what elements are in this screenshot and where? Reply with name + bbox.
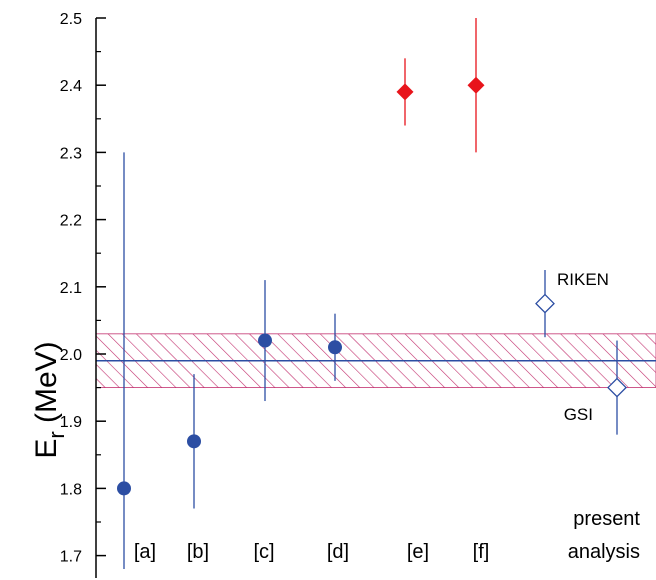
y-axis-title-sub: r xyxy=(44,431,69,438)
point-marker-diamond xyxy=(467,76,485,94)
y-axis-title-unit: (MeV) xyxy=(30,341,63,431)
y-tick-label: 2.1 xyxy=(60,280,82,297)
data-point xyxy=(187,374,201,509)
y-tick-label: 2.4 xyxy=(60,78,82,95)
y-axis-title: Er (MeV) xyxy=(30,341,69,458)
point-marker-open-diamond xyxy=(607,377,627,398)
category-label: [f] xyxy=(473,541,490,563)
category-labels: [a] [b] [c] [d] [e] [f] xyxy=(134,541,489,563)
data-points: RIKEN GSI xyxy=(117,18,627,570)
y-tick-label: 2.2 xyxy=(60,213,82,230)
point-marker-circle xyxy=(187,434,201,449)
point-marker-circle xyxy=(117,481,131,496)
category-label: [e] xyxy=(407,541,429,563)
present-label-line1: present xyxy=(573,508,640,530)
point-marker-circle xyxy=(258,333,272,348)
uncertainty-band xyxy=(95,333,656,388)
data-point xyxy=(396,58,414,126)
data-point: GSI xyxy=(564,340,627,435)
y-tick-label: 2.0 xyxy=(60,347,82,364)
y-tick-label: 2.3 xyxy=(60,145,82,162)
category-label: [a] xyxy=(134,541,156,563)
y-tick-label: 1.8 xyxy=(60,481,82,498)
y-axis-ticks: 1.7 1.8 1.9 2.0 2.1 2.2 2.3 2.4 2.5 xyxy=(60,11,106,566)
y-tick-label: 1.7 xyxy=(60,549,82,566)
point-marker-open-diamond xyxy=(535,293,555,314)
point-annotation: GSI xyxy=(564,405,593,424)
data-point: RIKEN xyxy=(535,270,609,338)
y-tick-label: 2.5 xyxy=(60,11,82,28)
y-tick-label: 1.9 xyxy=(60,414,82,431)
data-point xyxy=(258,280,272,402)
data-point xyxy=(328,313,342,381)
y-axis-title-main: E xyxy=(30,439,63,459)
data-point xyxy=(117,152,131,570)
point-marker-circle xyxy=(328,340,342,355)
category-label: [b] xyxy=(187,541,209,563)
point-marker-diamond xyxy=(396,83,414,101)
point-annotation: RIKEN xyxy=(557,270,609,289)
data-point xyxy=(467,18,485,153)
category-label: [d] xyxy=(327,541,349,563)
present-label-line2: analysis xyxy=(568,541,640,563)
category-label: [c] xyxy=(253,541,274,563)
